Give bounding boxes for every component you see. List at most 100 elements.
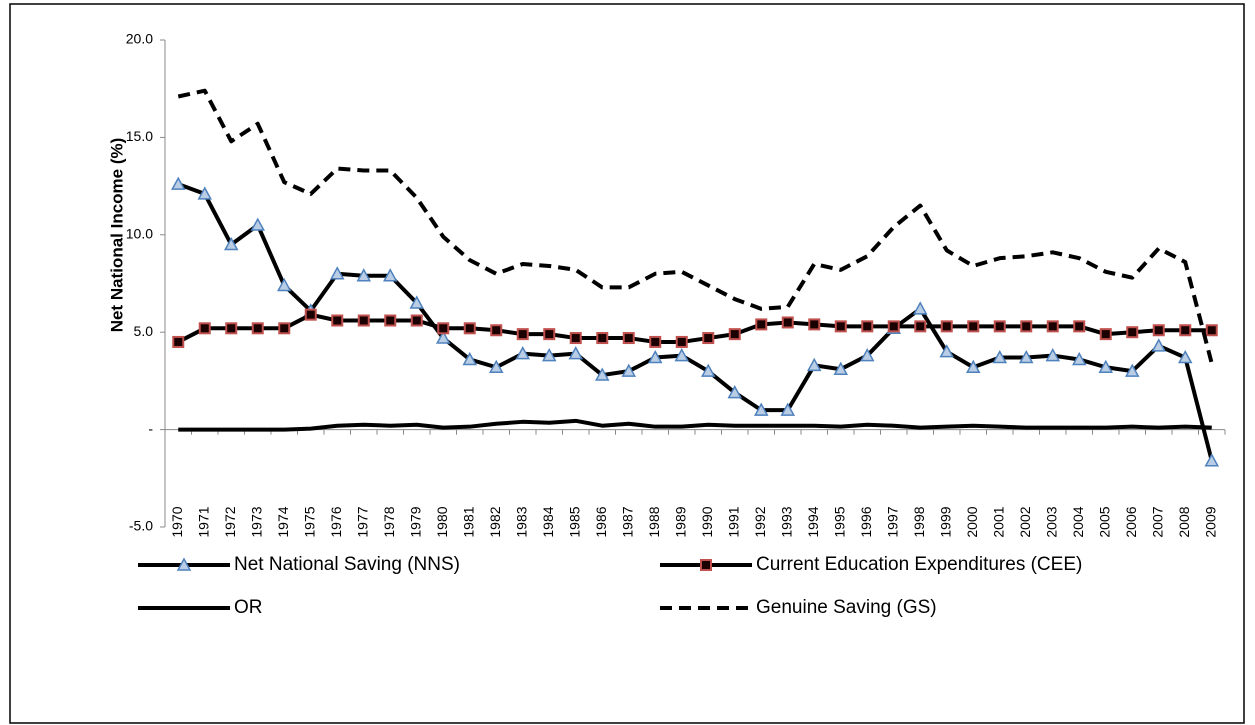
series-marker	[276, 277, 292, 292]
legend-label: Net National Saving (NNS)	[234, 554, 460, 575]
series-line	[177, 182, 1214, 462]
series-marker	[516, 328, 529, 341]
series-marker	[834, 320, 847, 333]
series-marker	[859, 348, 875, 362]
series-marker	[488, 359, 504, 374]
series-marker	[806, 357, 822, 372]
x-tick-label: 2003	[1043, 506, 1059, 537]
x-tick-label: 1991	[725, 506, 741, 537]
y-tick-label: -	[148, 420, 153, 436]
series-marker	[1126, 326, 1139, 339]
series-marker	[437, 322, 450, 335]
x-tick-label: 1971	[195, 506, 211, 537]
x-tick-label: 1986	[593, 506, 609, 537]
series-marker	[753, 402, 769, 416]
y-tick-label: 5.0	[134, 323, 154, 339]
series-marker	[1018, 349, 1034, 364]
series-marker	[278, 322, 291, 335]
x-tick-label: 2008	[1176, 506, 1192, 537]
series-marker	[1151, 338, 1167, 352]
series-marker	[622, 332, 635, 345]
x-tick-label: 1982	[487, 506, 503, 537]
x-tick-label: 1970	[169, 506, 185, 537]
series-marker	[569, 332, 582, 345]
x-tick-label: 1976	[328, 506, 344, 537]
series-marker	[1205, 324, 1218, 337]
series-marker	[1098, 359, 1114, 374]
series-marker	[833, 361, 849, 375]
series-marker	[490, 324, 503, 337]
x-tick-label: 2000	[964, 506, 980, 537]
series-marker	[251, 322, 264, 335]
x-tick-label: 2006	[1123, 506, 1139, 537]
series-marker	[462, 351, 478, 366]
x-tick-label: 1975	[301, 506, 317, 537]
series-marker	[410, 314, 423, 327]
series-marker	[647, 349, 663, 364]
y-tick-label: 20.0	[126, 31, 153, 47]
series-marker	[1204, 453, 1220, 467]
series-marker	[1099, 328, 1112, 341]
series-marker	[409, 295, 425, 309]
series-marker	[1179, 324, 1192, 337]
x-tick-label: 1985	[566, 506, 582, 537]
series-marker	[993, 320, 1006, 333]
series-marker	[1020, 320, 1033, 333]
series-marker	[912, 301, 928, 315]
series-marker	[755, 318, 768, 331]
series-marker	[1045, 348, 1061, 362]
legend-label: Current Education Expenditures (CEE)	[756, 554, 1082, 575]
series-marker	[357, 314, 370, 327]
series-marker	[940, 320, 953, 333]
series-marker	[384, 314, 397, 327]
series-marker	[621, 363, 637, 377]
x-tick-label: 1977	[354, 506, 370, 537]
legend-marker	[176, 557, 192, 571]
x-tick-label: 1994	[805, 506, 821, 537]
y-tick-label: -5.0	[129, 518, 153, 534]
x-tick-label: 1997	[884, 506, 900, 537]
series-marker	[700, 363, 716, 377]
series-marker	[649, 335, 662, 348]
series-marker	[1124, 363, 1140, 377]
legend-label: OR	[234, 597, 263, 618]
chart-border	[9, 3, 1245, 724]
series-marker	[541, 348, 557, 362]
series-marker	[543, 328, 556, 341]
x-tick-label: 1981	[460, 506, 476, 537]
series-marker	[967, 320, 980, 333]
x-tick-label: 1993	[778, 506, 794, 537]
series-marker	[331, 314, 344, 327]
series-marker	[727, 385, 743, 399]
legend-label: Genuine Saving (GS)	[756, 597, 937, 618]
series-marker	[223, 236, 239, 251]
series-marker	[1071, 351, 1087, 366]
x-tick-label: 1980	[434, 506, 450, 537]
series-marker	[515, 346, 531, 360]
series-marker	[728, 328, 741, 341]
series-marker	[887, 320, 900, 333]
series-marker	[197, 186, 213, 200]
x-tick-label: 1973	[248, 506, 264, 537]
series-marker	[329, 266, 345, 280]
x-tick-label: 1989	[672, 506, 688, 537]
x-tick-label: 1992	[752, 506, 768, 537]
x-tick-label: 1974	[275, 506, 291, 537]
series-marker	[1152, 324, 1165, 337]
series-marker	[198, 322, 211, 335]
x-tick-label: 2002	[1017, 506, 1033, 537]
series-marker	[914, 320, 927, 333]
series-marker	[1073, 320, 1086, 333]
x-tick-label: 1979	[407, 506, 423, 537]
x-tick-label: 1998	[911, 506, 927, 537]
x-tick-label: 1983	[513, 506, 529, 537]
x-tick-label: 1987	[619, 506, 635, 537]
series-marker	[1177, 349, 1193, 364]
x-tick-label: 1990	[699, 506, 715, 537]
x-tick-label: 1978	[381, 506, 397, 537]
series-marker	[172, 335, 185, 348]
x-tick-label: 1996	[858, 506, 874, 537]
series-marker	[992, 349, 1008, 364]
